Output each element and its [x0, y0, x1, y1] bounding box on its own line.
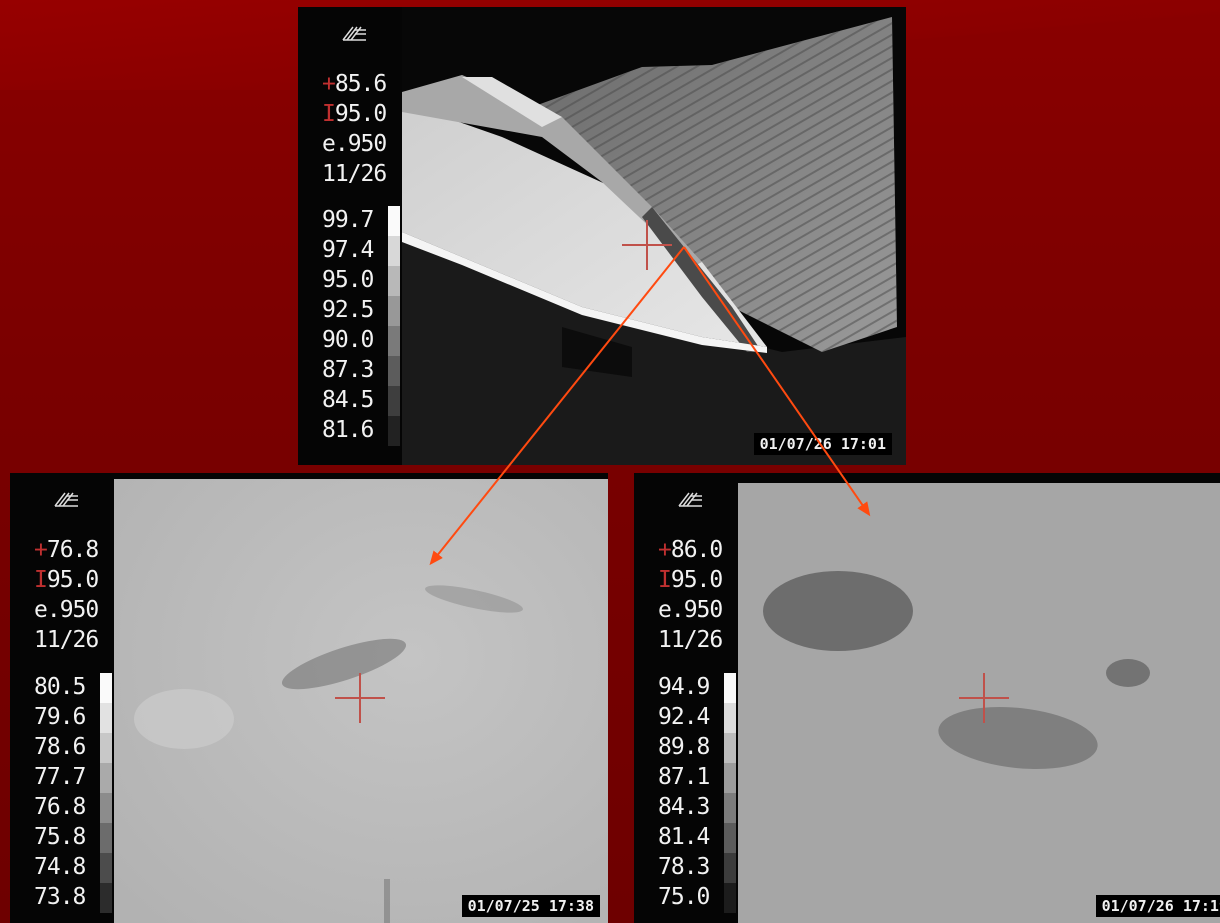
scale-label: 76.8 — [34, 794, 86, 820]
spot-temp: +76.8 — [34, 537, 99, 563]
scale-label: 79.6 — [34, 704, 86, 730]
scale-label: 87.3 — [322, 357, 374, 383]
emissivity-value: e.950 — [34, 597, 99, 623]
thermal-panel-top: +85.6 I95.0 e.950 11/26 99.7 97.4 95.0 9… — [298, 7, 906, 465]
date-code: 11/26 — [322, 161, 387, 187]
crosshair-icon — [335, 673, 385, 723]
timestamp: 01/07/25 17:38 — [461, 895, 600, 917]
readout-block: +86.0 I95.0 e.950 11/26 — [658, 535, 723, 655]
level-value: I95.0 — [658, 567, 723, 593]
scale-label: 74.8 — [34, 854, 86, 880]
scale-label: 87.1 — [658, 764, 710, 790]
date-code: 11/26 — [658, 627, 723, 653]
timestamp: 01/07/26 17:19 — [1095, 895, 1220, 917]
color-scale-bar — [388, 206, 400, 446]
date-code: 11/26 — [34, 627, 99, 653]
scale-label: 97.4 — [322, 237, 374, 263]
color-scale-bar — [724, 673, 736, 913]
scale-label: 75.8 — [34, 824, 86, 850]
scale-label: 77.7 — [34, 764, 86, 790]
scale-label: 75.0 — [658, 884, 710, 910]
logo-icon — [54, 492, 78, 507]
scale-label: 92.5 — [322, 297, 374, 323]
thermal-image-ceiling-right — [738, 483, 1220, 923]
spot-temp: +86.0 — [658, 537, 723, 563]
scale-label: 95.0 — [322, 267, 374, 293]
scale-label: 81.6 — [322, 417, 374, 443]
readout-block: +85.6 I95.0 e.950 11/26 — [322, 69, 387, 189]
crosshair-icon — [622, 220, 672, 270]
scale-label: 78.3 — [658, 854, 710, 880]
scale-labels: 94.9 92.4 89.8 87.1 84.3 81.4 78.3 75.0 — [658, 672, 710, 912]
timestamp: 01/07/26 17:01 — [753, 433, 892, 455]
scale-label: 73.8 — [34, 884, 86, 910]
scale-label: 99.7 — [322, 207, 374, 233]
crosshair-icon — [959, 673, 1009, 723]
thermal-panel-bottom-right: +86.0 I95.0 e.950 11/26 94.9 92.4 89.8 8… — [634, 473, 1220, 923]
scale-labels: 80.5 79.6 78.6 77.7 76.8 75.8 74.8 73.8 — [34, 672, 86, 912]
scale-label: 89.8 — [658, 734, 710, 760]
scale-label: 84.5 — [322, 387, 374, 413]
scale-label: 92.4 — [658, 704, 710, 730]
spot-temp: +85.6 — [322, 71, 387, 97]
scale-label: 80.5 — [34, 674, 86, 700]
scale-labels: 99.7 97.4 95.0 92.5 90.0 87.3 84.5 81.6 — [322, 205, 374, 445]
color-scale-bar — [100, 673, 112, 913]
logo-icon — [342, 26, 366, 41]
emissivity-value: e.950 — [322, 131, 387, 157]
scale-label: 84.3 — [658, 794, 710, 820]
logo-icon — [678, 492, 702, 507]
scale-label: 81.4 — [658, 824, 710, 850]
scale-label: 90.0 — [322, 327, 374, 353]
scale-label: 78.6 — [34, 734, 86, 760]
level-value: I95.0 — [34, 567, 99, 593]
readout-block: +76.8 I95.0 e.950 11/26 — [34, 535, 99, 655]
emissivity-value: e.950 — [658, 597, 723, 623]
level-value: I95.0 — [322, 101, 387, 127]
scale-label: 94.9 — [658, 674, 710, 700]
thermal-panel-bottom-left: +76.8 I95.0 e.950 11/26 80.5 79.6 78.6 7… — [10, 473, 608, 923]
